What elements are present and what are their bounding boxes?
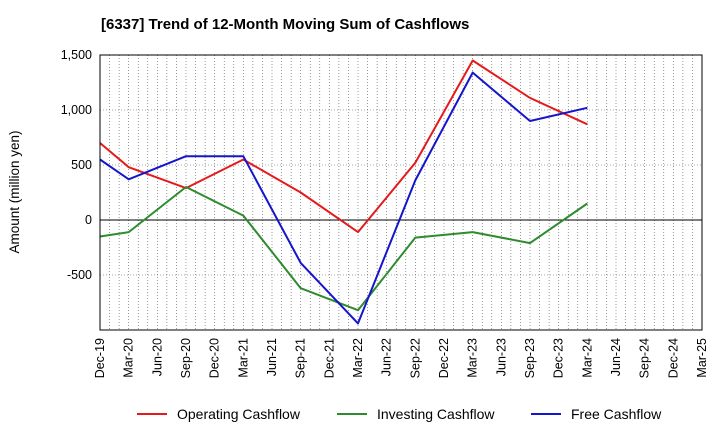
x-tick-label: Mar-20 [122,338,136,378]
legend-label-operating-cashflow: Operating Cashflow [177,406,301,422]
legend: Operating Cashflow Investing Cashflow Free… [137,406,662,422]
x-tick-label: Dec-20 [208,338,222,378]
x-tick-label: Sep-21 [294,338,308,378]
x-tick-label: Sep-20 [179,338,193,378]
series-line-free-cashflow [99,71,588,325]
plot-frame [99,54,703,331]
x-tick-label: Mar-23 [466,338,480,378]
x-tick-label: Dec-19 [93,338,107,378]
x-tick-label: Dec-22 [437,338,451,378]
x-axis-ticks: Dec-19 Mar-20 Jun-20 Sep-20 Dec-20 Mar-21 Jun-… [93,338,709,378]
legend-label-free-cashflow: Free Cashflow [571,406,662,422]
series-line-operating-cashflow [99,59,588,234]
x-tick-label: Mar-24 [580,338,594,378]
y-tick-label: 0 [85,213,92,227]
grid [100,54,702,330]
series-lines [99,59,588,325]
x-tick-label: Mar-21 [236,338,250,378]
x-tick-label: Dec-24 [666,338,680,378]
x-tick-label: Jun-20 [150,338,164,376]
legend-label-investing-cashflow: Investing Cashflow [377,406,495,422]
y-tick-label: 1,500 [61,48,92,62]
x-tick-label: Mar-25 [695,338,709,378]
x-tick-label: Dec-23 [552,338,566,378]
x-tick-label: Mar-22 [351,338,365,378]
x-tick-label: Sep-23 [523,338,537,378]
chart-title: [6337] Trend of 12-Month Moving Sum of C… [101,16,469,33]
x-tick-label: Jun-22 [380,338,394,376]
y-axis-label: Amount (million yen) [7,130,22,253]
x-tick-label: Sep-24 [638,338,652,378]
x-tick-label: Jun-21 [265,338,279,376]
x-tick-label: Jun-23 [494,338,508,376]
x-tick-label: Jun-24 [609,338,623,376]
y-tick-label: -500 [67,268,92,282]
x-tick-label: Sep-22 [408,338,422,378]
y-tick-label: 1,000 [61,103,92,117]
series-line-investing-cashflow [99,186,588,312]
y-tick-label: 500 [71,158,92,172]
x-tick-label: Dec-21 [322,338,336,378]
y-axis-ticks: 1,500 1,000 500 0 -500 [61,48,92,282]
